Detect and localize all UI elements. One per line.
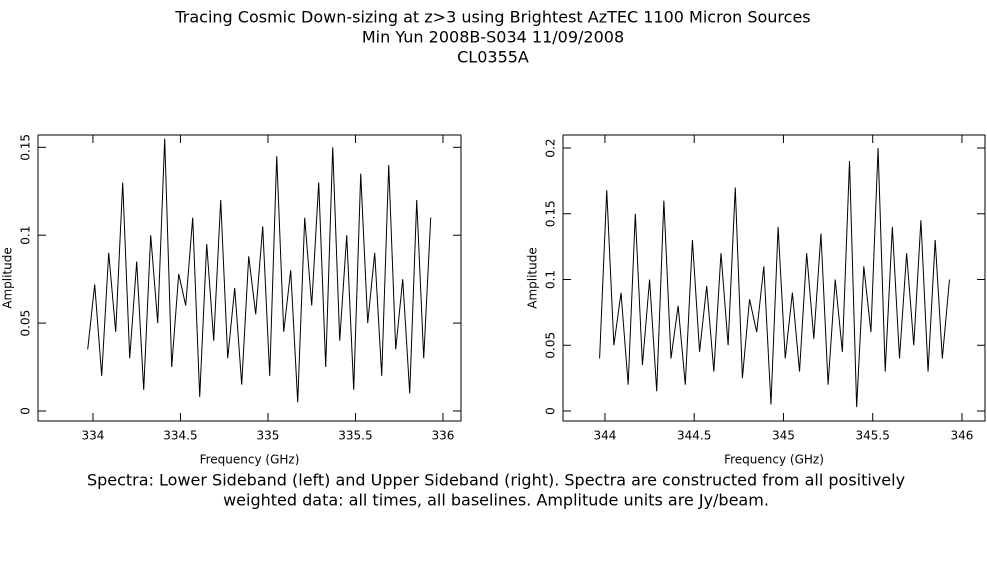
y-tick-label: 0.15 [544,200,558,227]
caption-line: weighted data: all times, all baselines.… [223,491,769,510]
y-tick-label: 0.1 [544,270,558,289]
y-tick-label: 0 [19,407,33,415]
x-tick-label: 335 [257,429,280,443]
x-tick-label: 346 [951,429,974,443]
y-tick-label: 0.1 [19,226,33,245]
y-tick-label: 0 [544,407,558,415]
title-line: CL0355A [457,48,529,67]
x-tick-label: 344 [593,429,616,443]
plot-frame [562,134,986,422]
title-line: Min Yun 2008B-S034 11/09/2008 [362,28,624,47]
x-tick-label: 345.5 [856,429,890,443]
caption-line: Spectra: Lower Sideband (left) and Upper… [87,471,905,490]
x-axis-label: Frequency (GHz) [724,453,824,467]
spectrum-line [87,138,432,403]
x-tick-label: 334.5 [163,429,197,443]
y-tick-label: 0.15 [19,134,33,161]
spectrum-line [599,147,950,408]
x-tick-label: 335.5 [338,429,372,443]
title-line: Tracing Cosmic Down-sizing at z>3 using … [174,8,810,27]
x-tick-label: 334 [82,429,105,443]
y-axis-label: Amplitude [526,247,540,309]
x-tick-label: 344.5 [677,429,711,443]
y-tick-label: 0.2 [544,138,558,157]
y-axis-label: Amplitude [1,247,15,309]
x-axis-label: Frequency (GHz) [200,453,300,467]
plot-frame [37,134,462,422]
y-tick-label: 0.05 [544,332,558,359]
x-tick-label: 336 [432,429,455,443]
y-tick-label: 0.05 [19,310,33,337]
x-tick-label: 345 [772,429,795,443]
